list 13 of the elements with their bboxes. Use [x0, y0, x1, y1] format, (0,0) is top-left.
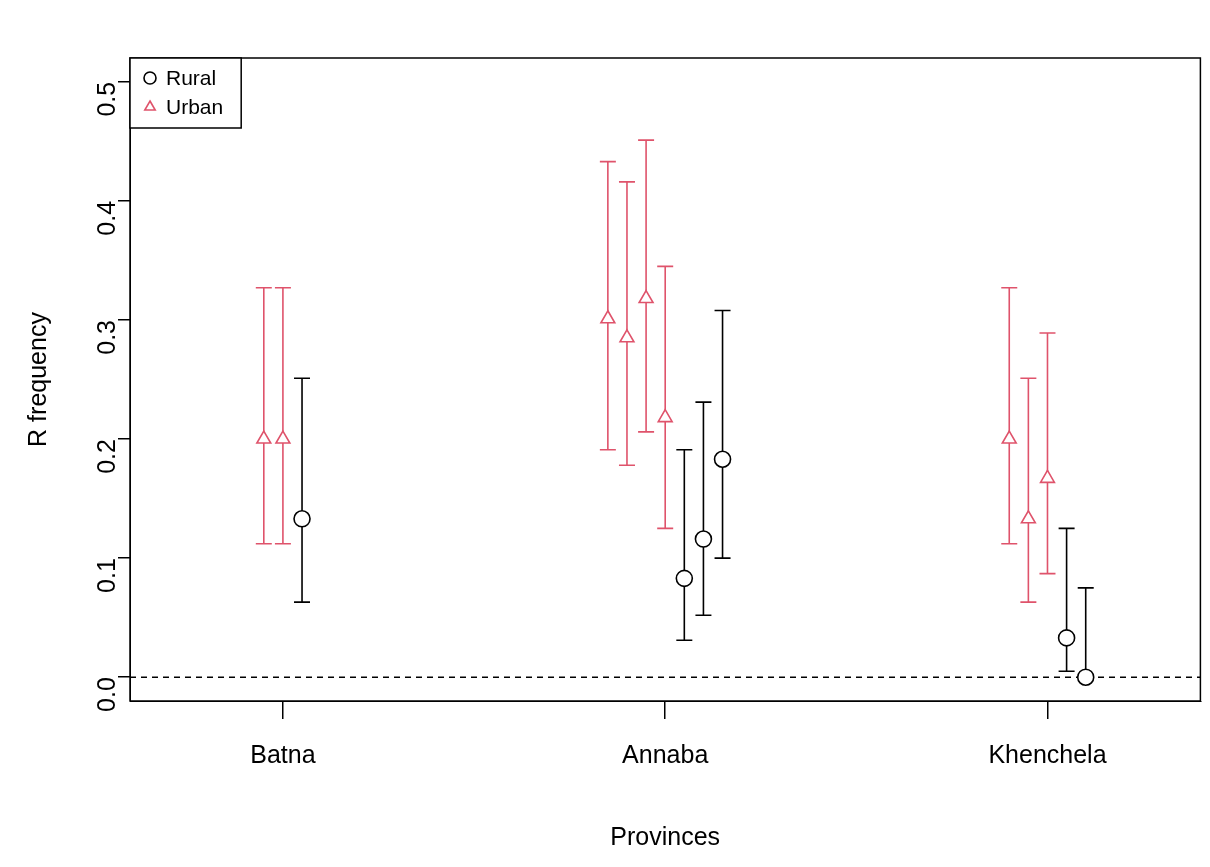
y-tick-label: 0.5: [91, 81, 120, 117]
legend-label: Urban: [166, 94, 224, 118]
x-tick-label: Annaba: [622, 739, 709, 768]
x-tick-label: Khenchela: [988, 739, 1107, 768]
x-axis-title: Provinces: [610, 821, 721, 850]
x-tick-label: Batna: [250, 739, 316, 768]
y-tick-label: 0.3: [91, 319, 120, 355]
y-axis-title: R frequency: [22, 311, 51, 447]
legend-label: Rural: [166, 65, 217, 89]
y-tick-label: 0.1: [91, 558, 120, 593]
y-tick-label: 0.2: [91, 439, 120, 474]
y-tick-label: 0.0: [91, 677, 120, 712]
y-tick-label: 0.4: [91, 200, 120, 236]
